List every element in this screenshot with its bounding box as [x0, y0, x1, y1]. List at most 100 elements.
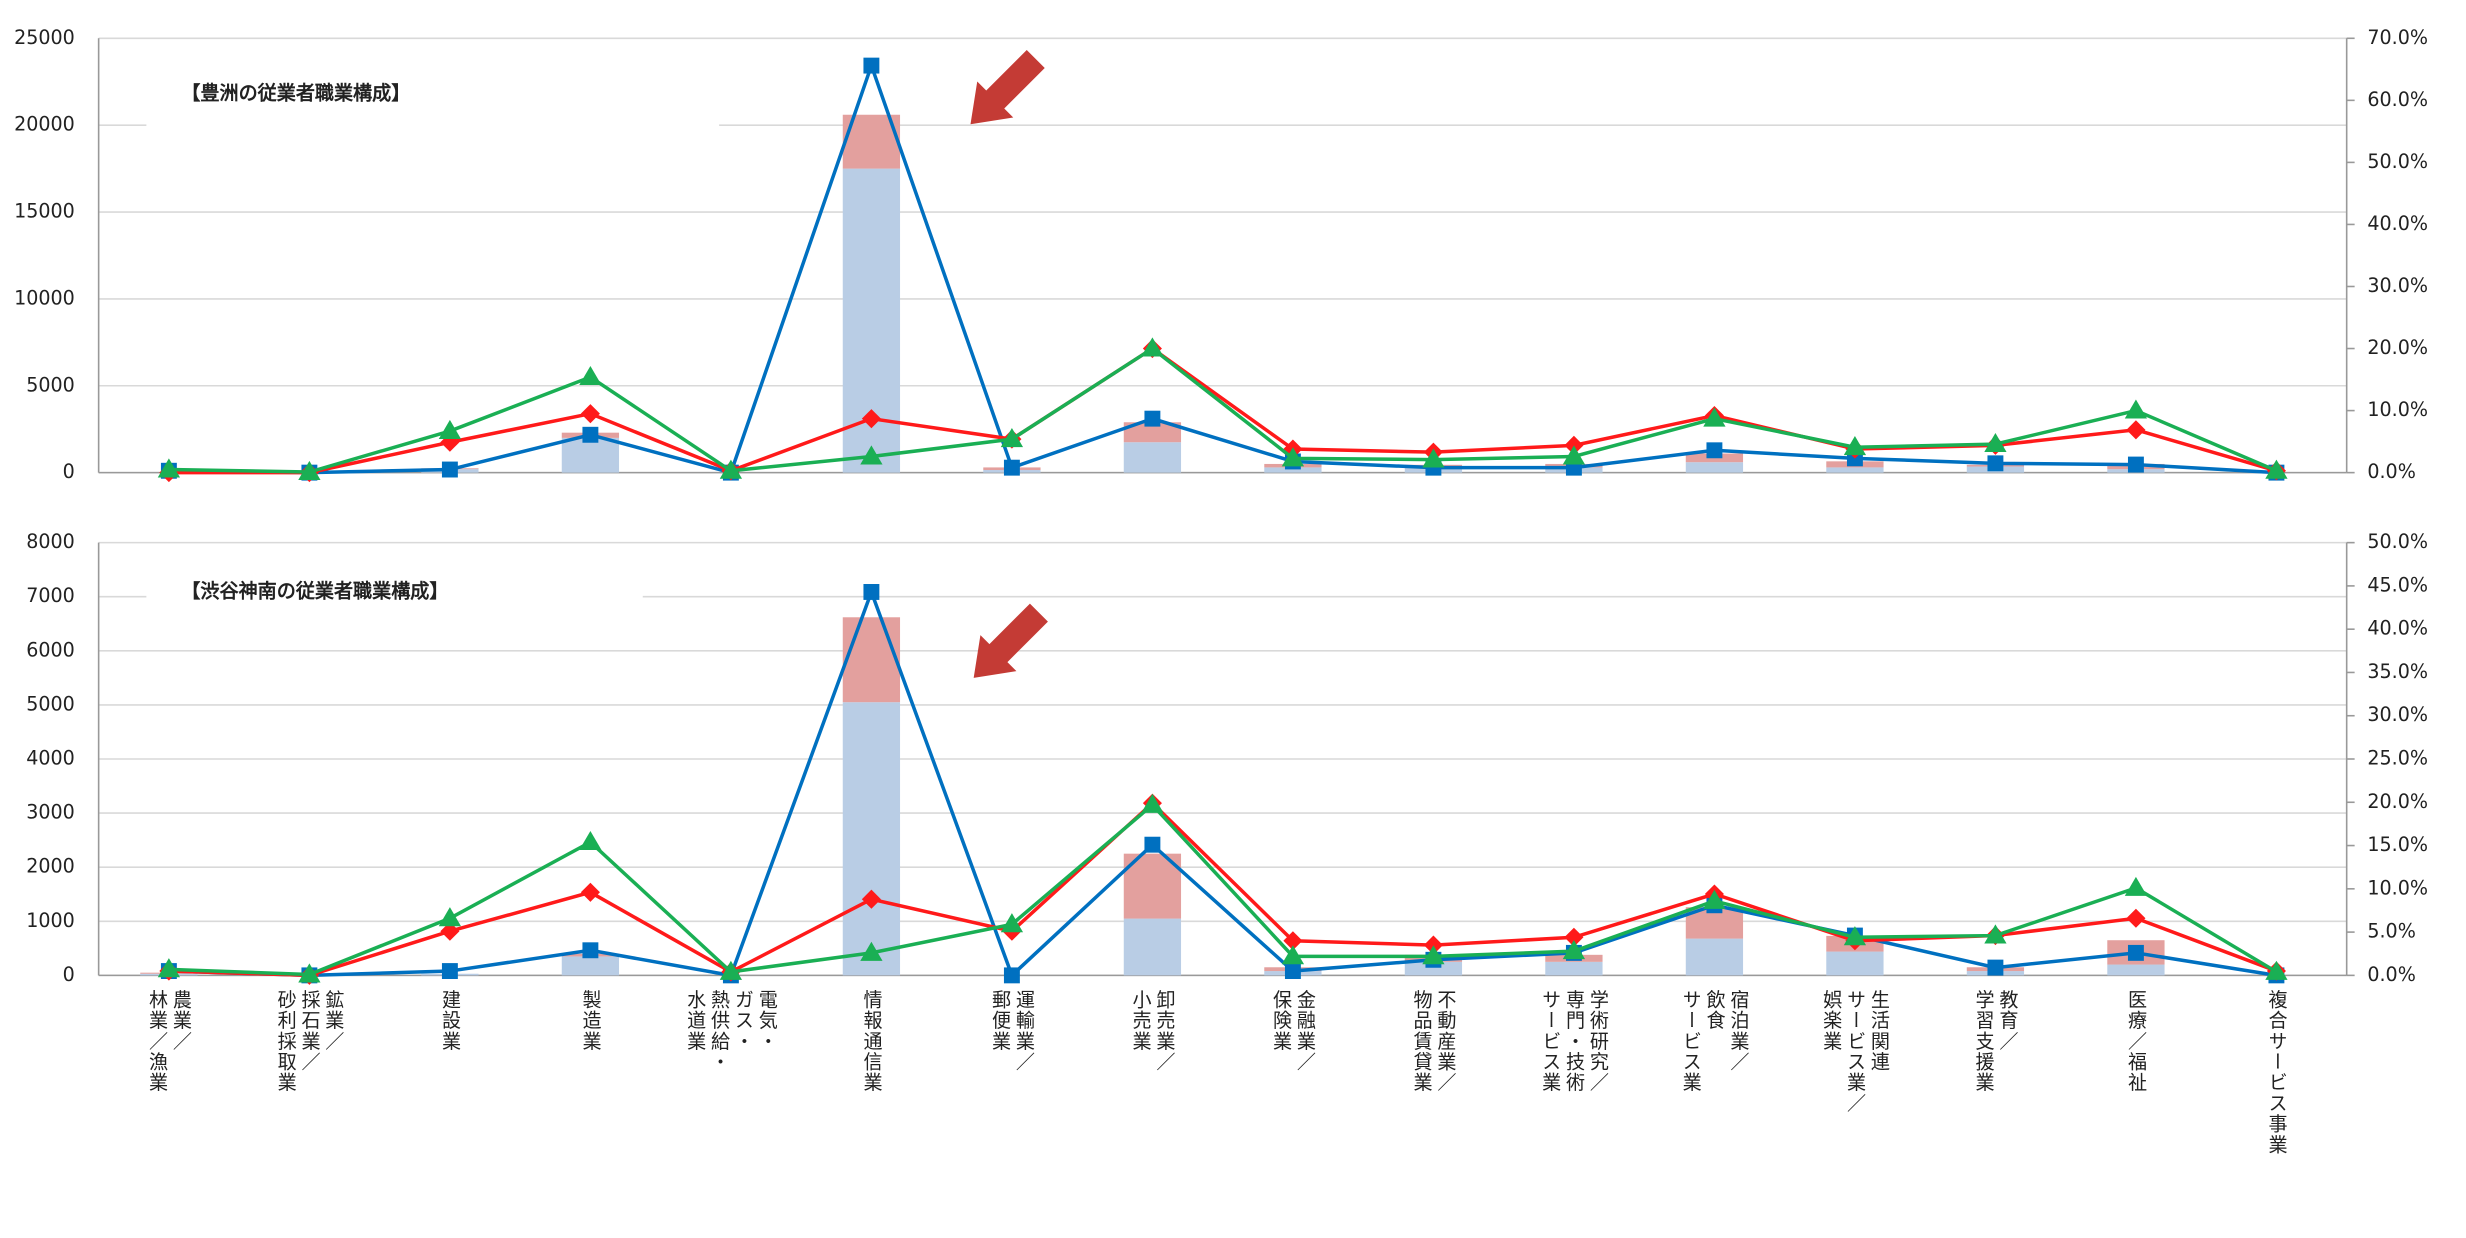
- x-tick-label: 情報通信業: [861, 989, 884, 1094]
- arrow-shape: [970, 49, 1045, 125]
- marker: [1141, 793, 1164, 813]
- marker: [1422, 448, 1445, 468]
- line-layer: [157, 57, 2288, 985]
- marker: [1422, 945, 1445, 965]
- marker: [157, 458, 181, 478]
- marker: [1562, 940, 1586, 960]
- x-tick-label-box: 学術研究／ 専門・技術 サービス業: [1540, 990, 1610, 1093]
- x-tick-label-box: 生活関連 サービス業／ 娯楽業: [1821, 990, 1891, 1114]
- marker: [1562, 445, 1586, 465]
- marker: [719, 960, 743, 980]
- line: [168, 586, 2277, 979]
- marker: [719, 459, 743, 479]
- y2-tick-label: 0.0%: [2367, 963, 2415, 986]
- bar: [1685, 462, 1744, 473]
- line: [168, 346, 2278, 474]
- bar: [1123, 422, 1182, 443]
- x-tick-label: 教育／ 学習支援業: [1973, 989, 2020, 1094]
- marker: [2265, 960, 2288, 980]
- x-tick-label-box: 鉱業／ 採石業／ 砂利採取業: [275, 990, 345, 1093]
- x-tick-label-box: 不動産業／ 物品賃貸業: [1363, 990, 1503, 1229]
- bar: [842, 617, 901, 703]
- x-tick-wrap: 不動産業／ 物品賃貸業: [1363, 990, 1503, 1229]
- marker: [579, 365, 602, 386]
- x-tick-label: 宿泊業／ 飲食 サービス業: [1680, 989, 1751, 1094]
- marker: [1000, 913, 1024, 933]
- bar: [2107, 964, 2165, 976]
- x-tick-wrap: 建設業: [380, 990, 520, 1229]
- line: [168, 346, 2277, 475]
- y2-tick-label: 20.0%: [2367, 790, 2428, 813]
- x-tick-wrap: 製造業: [520, 990, 660, 1229]
- marker: [1144, 410, 1161, 427]
- arrow: [973, 603, 1048, 678]
- x-tick-label-box: 農業／ 林業／漁業: [146, 989, 193, 1094]
- marker: [1144, 836, 1161, 853]
- marker: [2124, 399, 2148, 419]
- y-tick-label: 0: [63, 460, 75, 483]
- x-tick-label-box: 運輸業／ 郵便業: [942, 990, 1082, 1229]
- marker: [1003, 967, 1020, 984]
- marker: [298, 963, 321, 983]
- x-tick-label-box: 製造業: [520, 990, 660, 1229]
- marker: [582, 942, 599, 959]
- line: [168, 802, 2278, 977]
- marker: [863, 57, 880, 74]
- y-tick-label: 1000: [26, 909, 75, 932]
- y2-tick-label: 70.0%: [2367, 26, 2428, 49]
- bar: [561, 956, 620, 976]
- bar: [842, 702, 901, 976]
- title-box: [146, 564, 643, 623]
- bar: [1545, 961, 1603, 976]
- chart-title: 【渋谷神南の従業者職業構成】: [181, 579, 448, 602]
- marker: [298, 460, 321, 480]
- marker: [1423, 935, 1443, 955]
- marker: [861, 889, 881, 909]
- x-tick-label: 電気・ ガス・ 熱供給・ 水道業: [684, 989, 779, 1073]
- y2-tick-label: 45.0%: [2367, 573, 2428, 596]
- marker: [582, 426, 599, 443]
- marker: [1703, 889, 1726, 909]
- line: [168, 60, 2277, 475]
- arrow: [970, 49, 1045, 125]
- y-tick-label: 0: [63, 963, 75, 986]
- y-tick-label: 4000: [26, 747, 75, 770]
- x-tick-wrap: 宿泊業／ 飲食 サービス業: [1644, 990, 1784, 1229]
- marker: [2127, 456, 2144, 473]
- line: [168, 800, 2278, 978]
- x-tick-wrap: 金融業／ 保険業: [1223, 990, 1363, 1229]
- marker: [2126, 420, 2146, 440]
- bar: [1826, 467, 1884, 473]
- marker: [2265, 459, 2288, 479]
- marker: [1843, 926, 1867, 946]
- x-tick-wrap: 情報通信業: [801, 990, 941, 1229]
- y-tick-label: 3000: [26, 801, 75, 824]
- y2-tick-label: 35.0%: [2367, 660, 2428, 683]
- marker: [1984, 432, 2007, 453]
- marker: [2126, 908, 2146, 928]
- bar: [1685, 938, 1744, 976]
- marker: [579, 830, 602, 851]
- marker: [1281, 447, 1305, 467]
- x-tick-label-box: 卸売業／ 小売業: [1130, 990, 1176, 1073]
- marker: [580, 404, 600, 424]
- y2-tick-label: 10.0%: [2367, 876, 2428, 899]
- marker: [1281, 945, 1305, 965]
- marker: [441, 461, 458, 478]
- marker: [438, 907, 462, 927]
- y2-tick-label: 50.0%: [2367, 530, 2428, 553]
- marker: [438, 419, 462, 440]
- bar: [1404, 961, 1463, 976]
- bar: [1123, 918, 1182, 976]
- marker: [1000, 427, 1024, 448]
- y-tick-label: 10000: [14, 286, 75, 309]
- y-tick-label: 20000: [14, 113, 75, 136]
- y-tick-label: 15000: [14, 200, 75, 223]
- y-tick-label: 25000: [14, 26, 75, 49]
- x-tick-wrap: 運輸業／ 郵便業: [942, 990, 1082, 1229]
- x-tick-label-box: 情報通信業: [801, 990, 941, 1229]
- y2-tick-label: 15.0%: [2367, 833, 2428, 856]
- x-tick-label: 医療／福祉: [2125, 989, 2148, 1094]
- y-tick-label: 7000: [26, 584, 75, 607]
- x-tick-label: 農業／ 林業／漁業: [146, 989, 193, 1094]
